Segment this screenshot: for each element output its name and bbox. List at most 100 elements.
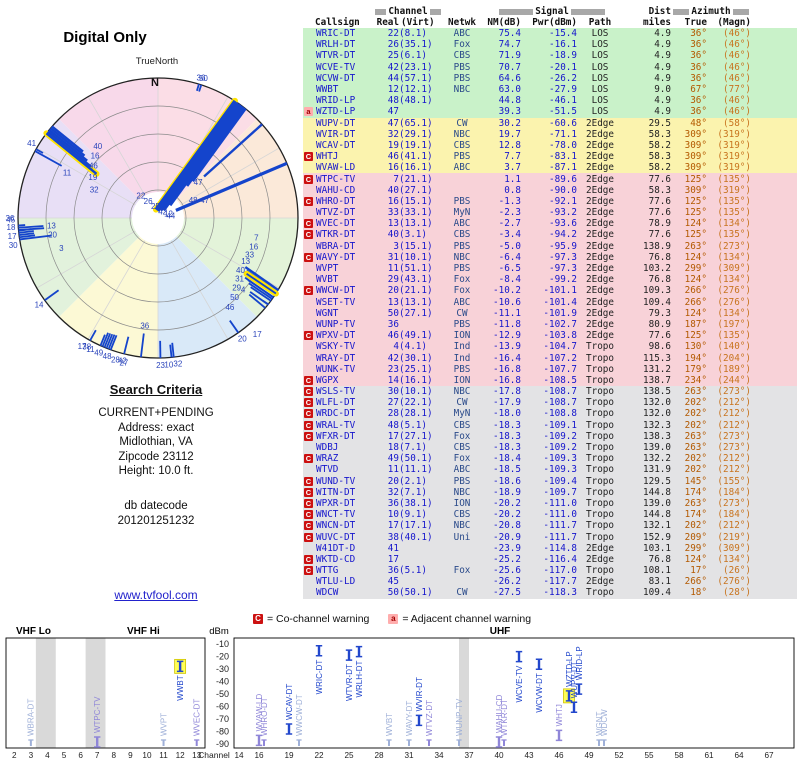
callsign[interactable]: WSET-TV [316, 296, 356, 308]
callsign[interactable]: WUVC-DT [316, 531, 356, 543]
callsign[interactable]: WCVE-TV [316, 61, 356, 73]
callsign[interactable]: WAVY-DT [316, 251, 356, 263]
signal-vector [105, 333, 114, 349]
table-row: C WPXR-DT 36 (38.1) ION -20.2 -111.0 Tropo 139.0… [303, 497, 797, 510]
table-row: C WAVY-DT 31 (10.1) NBC -6.4 -97.3 2Edge 76.8 124… [303, 251, 797, 263]
channel-virtual: (38.1) [399, 497, 433, 509]
callsign[interactable]: WNCN-DT [316, 520, 356, 532]
callsign[interactable]: WHTJ [316, 151, 339, 163]
callsign[interactable]: WUPV-DT [316, 117, 356, 129]
distance-miles: 144.8 [643, 509, 671, 521]
callsign[interactable]: WVEC-DT [316, 218, 356, 230]
callsign[interactable]: WGNT [316, 307, 339, 319]
signal-vector [248, 293, 266, 309]
path: Tropo [586, 565, 614, 577]
callsign[interactable]: WRAL-TV [316, 419, 356, 431]
path: 2Edge [586, 330, 614, 342]
power-dbm: -109.7 [543, 486, 577, 498]
azimuth-true: 124° [684, 274, 707, 286]
callsign[interactable]: WRIC-DT [316, 28, 356, 40]
channel-tick-label: 28 [374, 751, 384, 760]
distance-miles: 4.9 [654, 39, 671, 51]
channel-tick-label: 4 [45, 751, 50, 760]
callsign[interactable]: WTLU-LD [316, 576, 356, 588]
callsign[interactable]: WAHU-CD [316, 184, 356, 196]
co-channel-warning-badge: C [304, 510, 313, 520]
callsign[interactable]: WRDC-DT [316, 408, 356, 420]
channel-number-label: 44 [166, 212, 175, 221]
callsign[interactable]: WZTD-LP [316, 106, 356, 118]
callsign[interactable]: WVIR-DT [316, 128, 356, 140]
azimuth-magnetic: (219°) [717, 531, 751, 543]
callsign[interactable]: WVBT [316, 274, 339, 286]
callsign[interactable]: WBRA-DT [316, 240, 356, 252]
channel-virtual: (13.1) [399, 218, 433, 230]
channel-tick-label: 3 [29, 751, 34, 760]
callsign[interactable]: W41DT-D [316, 542, 356, 554]
noise-margin-db: 7.7 [504, 151, 521, 163]
distance-miles: 58.3 [648, 184, 671, 196]
callsign[interactable]: WSKY-TV [316, 341, 356, 353]
azimuth-true: 234° [684, 374, 707, 386]
callsign[interactable]: WGPX [316, 374, 339, 386]
adjacent-channel-warning-badge: a [303, 107, 315, 117]
callsign[interactable]: WDCW [316, 587, 339, 599]
table-row: C WGPX 14 (16.1) ION -16.8 -108.5 Tropo 138.7 234… [303, 374, 797, 386]
channel-virtual: (6.1) [399, 50, 427, 62]
callsign[interactable]: WITN-DT [316, 486, 356, 498]
callsign[interactable]: WKTD-CD [316, 553, 356, 565]
network: PBS [453, 61, 471, 73]
channel-virtual: (21.1) [399, 173, 433, 185]
callsign[interactable]: WUNK-TV [316, 363, 356, 375]
callsign[interactable]: WSLS-TV [316, 386, 356, 398]
callsign[interactable]: WRLH-DT [316, 39, 356, 51]
callsign[interactable]: WTTG [316, 565, 339, 577]
channel-real: 17 [387, 553, 399, 565]
noise-margin-db: -18.3 [493, 430, 521, 442]
signal-vector [154, 99, 237, 211]
callsign[interactable]: WDBJ [316, 442, 339, 454]
callsign[interactable]: WWCW-DT [316, 285, 356, 297]
callsign[interactable]: WLFL-DT [316, 397, 356, 409]
path: LOS [591, 72, 609, 84]
callsign[interactable]: WNCT-TV [316, 509, 356, 521]
channel-tick-label: 34 [434, 751, 444, 760]
callsign[interactable]: WRAZ [316, 453, 339, 465]
azimuth-magnetic: (46°) [723, 95, 751, 107]
path: LOS [591, 95, 609, 107]
callsign[interactable]: WCVW-DT [316, 72, 356, 84]
azimuth-true: 124° [684, 553, 707, 565]
channel-real: 47 [387, 106, 399, 118]
tvfool-link[interactable]: www.tvfool.com [114, 588, 198, 602]
callsign[interactable]: WCAV-DT [316, 139, 356, 151]
co-channel-warning-badge: C [304, 454, 313, 464]
table-row: WUPV-DT 47 (65.1) CW 30.2 -60.6 2Edge 29.5 48° (5… [303, 117, 797, 129]
callsign[interactable]: WUNP-TV [316, 318, 356, 330]
callsign[interactable]: WTVD [316, 464, 339, 476]
azimuth-true: 202° [684, 419, 707, 431]
callsign[interactable]: WPXV-DT [316, 330, 356, 342]
channel-real: 28 [387, 408, 399, 420]
callsign[interactable]: WTVZ-DT [316, 207, 356, 219]
callsign[interactable]: WWBT [316, 84, 339, 96]
callsign[interactable]: WVPT [316, 263, 339, 275]
signal-vector [162, 103, 242, 212]
co-channel-warning-icon: C [252, 614, 263, 625]
callsign[interactable]: WPXR-DT [316, 497, 356, 509]
signal-vector [47, 130, 92, 168]
channel-tick-label: 13 [192, 751, 202, 760]
signal-vector [229, 320, 240, 334]
channel-number-label: 41 [27, 139, 36, 148]
callsign[interactable]: WHRO-DT [316, 195, 356, 207]
callsign[interactable]: WRAY-DT [316, 352, 356, 364]
callsign[interactable]: WTKR-DT [316, 229, 356, 241]
callsign[interactable]: WRID-LP [316, 95, 356, 107]
power-dbm: -102.7 [543, 318, 577, 330]
distance-miles: 132.0 [643, 408, 671, 420]
callsign[interactable]: WFXR-DT [316, 430, 356, 442]
callsign[interactable]: WVAW-LD [316, 162, 356, 174]
callsign[interactable]: WTPC-TV [316, 173, 356, 185]
callsign[interactable]: WTVR-DT [316, 50, 356, 62]
callsign[interactable]: WUND-TV [316, 475, 356, 487]
